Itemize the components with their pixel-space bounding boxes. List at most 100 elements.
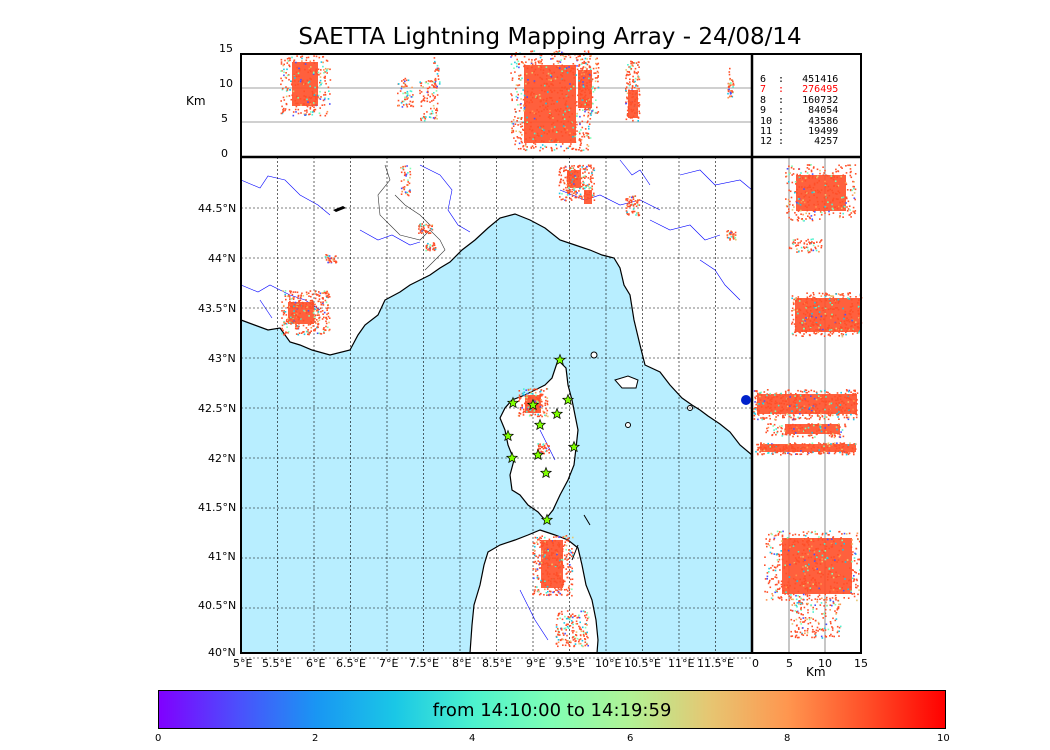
source-point (772, 444, 775, 446)
source-point (593, 199, 596, 201)
source-point (550, 578, 553, 580)
source-point (323, 98, 326, 101)
source-point (531, 96, 534, 99)
source-point (806, 595, 809, 598)
source-point (539, 100, 542, 103)
source-point (822, 309, 824, 312)
source-point (550, 79, 552, 81)
source-point (569, 174, 571, 177)
source-point (409, 176, 411, 179)
source-point (836, 575, 839, 578)
source-point (548, 555, 551, 557)
source-point (803, 196, 805, 198)
source-point (794, 331, 796, 333)
source-point (808, 435, 811, 437)
map-grid (241, 157, 752, 659)
source-point (556, 91, 559, 94)
colorbar-tick: 6 (627, 733, 634, 744)
source-point (780, 531, 783, 533)
source-point (572, 623, 574, 626)
source-point (807, 444, 810, 447)
source-point (820, 430, 823, 433)
source-point (577, 94, 579, 97)
source-point (545, 558, 547, 560)
source-point (523, 109, 525, 112)
source-point (283, 71, 285, 73)
source-point (810, 315, 813, 318)
source-point (797, 447, 799, 449)
source-point (290, 80, 292, 82)
source-point (631, 62, 634, 64)
source-point (633, 195, 636, 198)
source-point (292, 291, 295, 293)
source-point (825, 615, 827, 617)
source-point (810, 617, 813, 619)
source-point (552, 117, 554, 119)
source-point (845, 331, 847, 334)
source-point (798, 600, 800, 602)
source-point (813, 184, 816, 186)
source-point (625, 102, 627, 105)
source-point (852, 206, 855, 209)
source-point (818, 453, 821, 455)
source-point (327, 293, 330, 295)
source-point (572, 83, 575, 85)
source-point (804, 579, 807, 582)
source-point (581, 89, 584, 92)
source-point (539, 126, 541, 129)
source-point (629, 66, 632, 69)
source-point (820, 583, 822, 585)
source-point (800, 556, 802, 558)
source-point (557, 612, 560, 615)
source-point (541, 129, 543, 132)
source-point (858, 317, 860, 319)
source-point (313, 102, 315, 104)
source-point (825, 299, 828, 302)
source-point (857, 305, 860, 308)
source-point (816, 200, 819, 203)
source-point (815, 316, 817, 319)
source-point (522, 408, 525, 411)
source-point (309, 108, 312, 110)
source-point (638, 110, 640, 113)
source-point (626, 198, 629, 200)
source-point (317, 309, 319, 311)
source-point (803, 333, 805, 335)
source-point (822, 573, 824, 576)
source-point (533, 552, 536, 555)
source-point (823, 210, 825, 212)
source-point (843, 597, 845, 599)
source-point (516, 58, 518, 61)
source-point (816, 598, 819, 601)
source-point (832, 559, 834, 561)
source-point (812, 244, 815, 247)
source-point (854, 210, 857, 212)
source-point (800, 608, 802, 610)
source-point (304, 95, 307, 98)
source-point (315, 72, 318, 74)
source-point (794, 242, 796, 244)
source-point (533, 136, 536, 139)
source-point (557, 639, 560, 641)
source-point (841, 429, 844, 431)
source-point (815, 247, 817, 250)
source-point (554, 564, 557, 566)
station-star-icon (567, 440, 581, 453)
source-point (798, 556, 800, 559)
source-point (792, 593, 795, 596)
source-point (309, 60, 312, 63)
source-point (842, 293, 844, 295)
source-point (822, 394, 824, 397)
source-point (795, 245, 797, 247)
source-point (819, 211, 822, 213)
source-point (434, 95, 436, 98)
source-point (854, 393, 856, 395)
source-point (765, 538, 767, 540)
source-point (835, 170, 837, 173)
colorbar-tick: 2 (312, 733, 319, 744)
source-point (311, 301, 313, 303)
source-point (305, 59, 308, 62)
source-point (539, 97, 542, 99)
map-panel (240, 156, 753, 659)
source-point (626, 96, 628, 99)
